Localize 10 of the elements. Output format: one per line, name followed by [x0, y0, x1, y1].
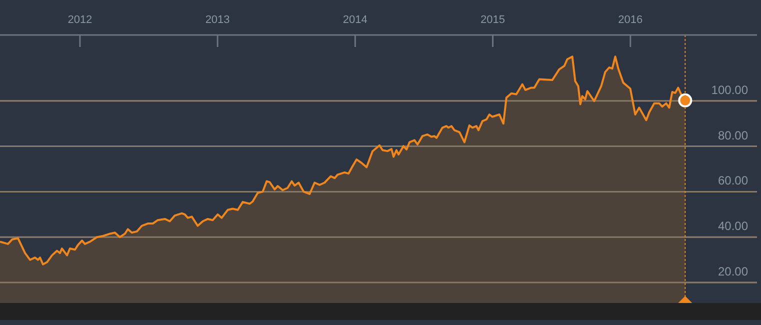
y-tick-label: 80.00 [718, 128, 748, 142]
x-tick-label: 2016 [618, 14, 643, 26]
x-tick-label: 2015 [480, 14, 506, 26]
x-tick-label: 2014 [342, 14, 368, 26]
y-tick-label: 60.00 [718, 174, 748, 188]
x-tick-label: 2012 [68, 14, 92, 26]
y-tick-label: 20.00 [718, 264, 748, 279]
y-tick-label: 100.00 [711, 82, 748, 97]
x-tick-label: 2013 [205, 14, 230, 26]
y-tick-label: 40.00 [718, 219, 748, 234]
